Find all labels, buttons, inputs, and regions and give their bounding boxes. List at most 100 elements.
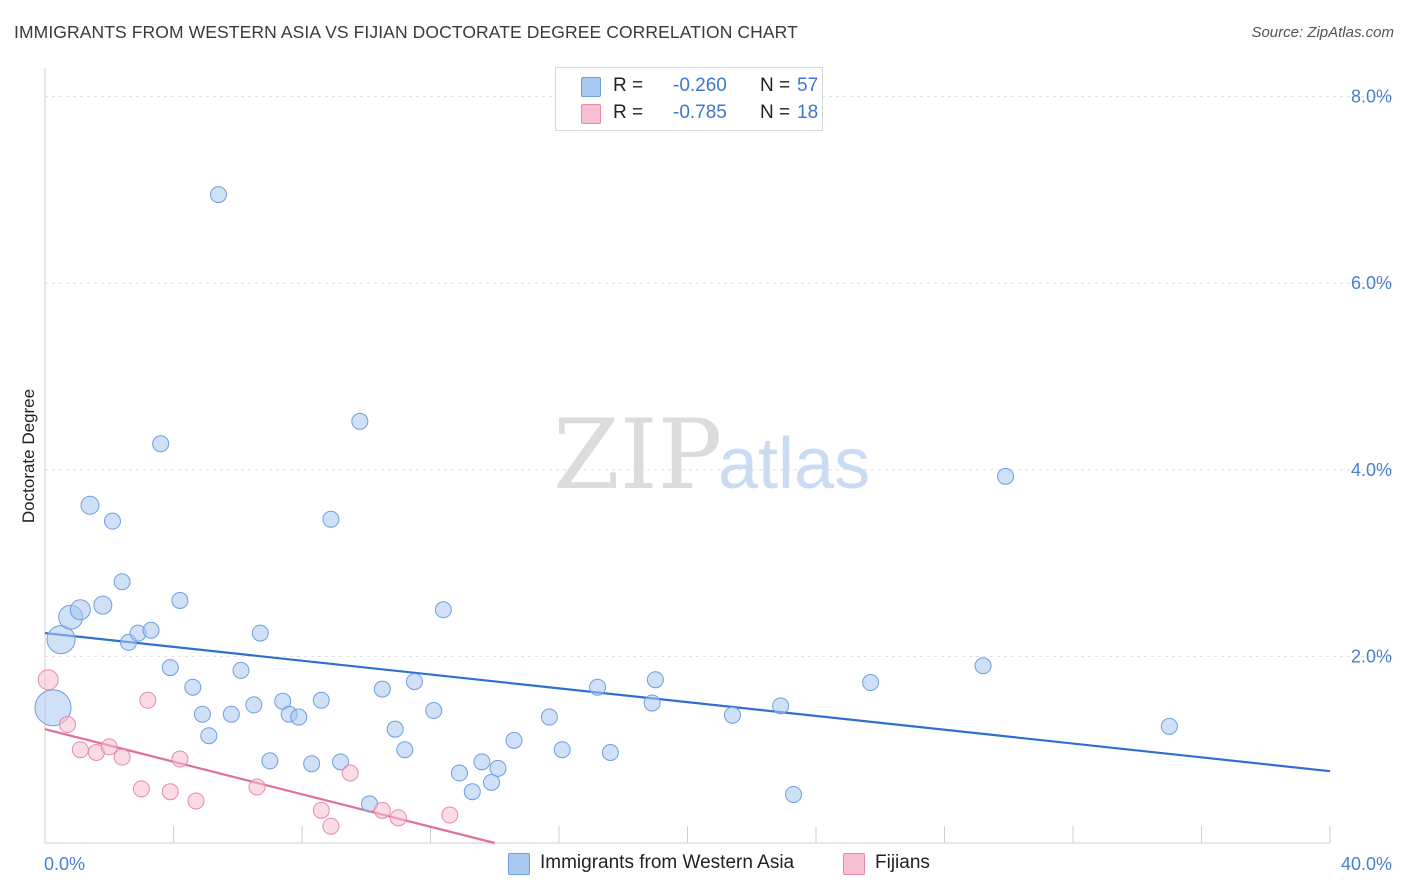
point-western-asia	[251, 624, 269, 642]
point-western-asia	[473, 753, 491, 771]
watermark-atlas: atlas	[718, 424, 870, 504]
point-western-asia	[862, 674, 880, 692]
point-western-asia	[332, 753, 350, 771]
point-fijians	[248, 778, 266, 796]
legend-r-value: -0.785	[673, 102, 727, 123]
series-name-western-asia: Immigrants from Western Asia	[540, 852, 795, 873]
point-fijians	[132, 780, 150, 798]
point-fijians	[113, 748, 131, 766]
point-western-asia	[553, 741, 571, 759]
point-fijians	[312, 801, 330, 819]
point-western-asia	[261, 752, 279, 770]
point-western-asia	[601, 744, 619, 762]
point-fijians	[373, 801, 391, 819]
point-fijians	[37, 669, 59, 691]
point-western-asia	[171, 591, 189, 609]
series-name-fijians: Fijians	[875, 852, 930, 873]
point-western-asia	[1160, 717, 1178, 735]
point-western-asia	[646, 671, 664, 689]
trend-line-western-asia	[44, 631, 1331, 773]
point-fijians	[100, 738, 118, 756]
point-western-asia	[483, 773, 501, 791]
point-western-asia	[103, 512, 121, 530]
point-western-asia	[997, 467, 1015, 485]
point-western-asia	[209, 186, 227, 204]
legend-r-label: R =	[613, 75, 644, 96]
legend-n-value: 18	[797, 102, 819, 123]
legend-swatch-western-asia	[581, 77, 601, 97]
legend-swatch-fijians	[581, 104, 601, 124]
point-western-asia	[303, 755, 321, 773]
point-western-asia	[322, 510, 340, 528]
point-western-asia	[785, 785, 803, 803]
point-western-asia	[450, 764, 468, 782]
point-fijians	[139, 691, 157, 709]
point-western-asia	[434, 601, 452, 619]
trend-lines	[44, 631, 1331, 845]
y-tick-labels: 2.0% 4.0% 6.0% 8.0%	[1351, 87, 1392, 667]
point-fijians	[187, 792, 205, 810]
point-western-asia	[80, 495, 100, 515]
series-swatch-western-asia	[508, 853, 530, 875]
point-western-asia	[69, 599, 91, 621]
point-western-asia	[152, 435, 170, 453]
point-western-asia	[222, 705, 240, 723]
point-western-asia	[643, 694, 661, 712]
point-western-asia	[193, 705, 211, 723]
trend-line-fijians	[44, 728, 496, 845]
point-western-asia	[142, 621, 160, 639]
point-western-asia	[405, 673, 423, 691]
x-tick-label-max: 40.0%	[1341, 854, 1392, 874]
point-western-asia	[161, 659, 179, 677]
point-western-asia	[974, 657, 992, 675]
point-western-asia	[46, 625, 76, 655]
legend-r-value: -0.260	[673, 75, 727, 96]
legend-n-value: 57	[797, 75, 819, 96]
point-western-asia	[540, 708, 558, 726]
point-western-asia	[312, 691, 330, 709]
source-label: Source: ZipAtlas.com	[1251, 24, 1394, 41]
point-western-asia	[232, 661, 250, 679]
point-western-asia	[505, 731, 523, 749]
y-tick-label: 4.0%	[1351, 460, 1392, 480]
point-fijians	[322, 817, 340, 835]
point-western-asia	[463, 783, 481, 801]
point-western-asia	[723, 706, 741, 724]
series-swatch-fijians	[843, 853, 865, 875]
legend-n-label: N =	[760, 75, 791, 96]
point-western-asia	[386, 720, 404, 738]
point-fijians	[171, 750, 189, 768]
point-western-asia	[93, 595, 113, 615]
data-points	[34, 186, 1178, 835]
y-tick-label: 2.0%	[1351, 646, 1392, 666]
point-western-asia	[113, 573, 131, 591]
point-western-asia	[200, 727, 218, 745]
point-western-asia	[772, 697, 790, 715]
watermark-zip: ZIP	[553, 399, 722, 511]
legend-n-label: N =	[760, 102, 791, 123]
point-fijians	[389, 809, 407, 827]
point-western-asia	[373, 680, 391, 698]
point-western-asia	[184, 678, 202, 696]
gridlines	[45, 96, 1392, 657]
point-western-asia	[290, 708, 308, 726]
point-fijians	[441, 806, 459, 824]
y-tick-label: 8.0%	[1351, 87, 1392, 107]
chart-title: IMMIGRANTS FROM WESTERN ASIA VS FIJIAN D…	[14, 22, 798, 42]
x-tick-label-min: 0.0%	[44, 854, 85, 874]
y-axis-label: Doctorate Degree	[19, 389, 38, 523]
point-western-asia	[425, 702, 443, 720]
y-tick-label: 6.0%	[1351, 273, 1392, 293]
legend-r-label: R =	[613, 102, 644, 123]
point-western-asia	[245, 696, 263, 714]
point-fijians	[58, 716, 76, 734]
point-western-asia	[351, 412, 369, 430]
point-western-asia	[489, 759, 507, 777]
point-fijians	[161, 783, 179, 801]
point-fijians	[341, 764, 359, 782]
point-fijians	[71, 741, 89, 759]
point-western-asia	[396, 741, 414, 759]
correlation-legend: R = -0.260 N = 57 R = -0.785 N = 18	[555, 67, 823, 131]
point-western-asia	[589, 678, 607, 696]
